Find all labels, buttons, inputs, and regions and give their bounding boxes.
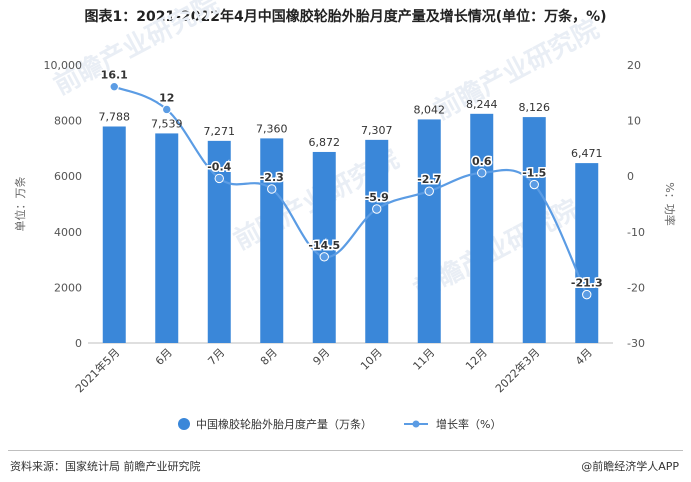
- x-tick-label: 11月: [411, 346, 438, 373]
- y-right-tick-label: 20: [627, 59, 641, 72]
- x-tick-label: 7月: [205, 346, 227, 368]
- x-tick-label: 2022年3月: [492, 345, 542, 395]
- growth-value-label: -21.3: [571, 277, 603, 290]
- watermark-text: 前瞻产业研究院: [49, 0, 224, 101]
- chart-svg: 前瞻产业研究院前瞻产业研究院前瞻产业研究院前瞻产业研究院 02000400060…: [13, 0, 677, 431]
- y-left-tick-label: 4000: [54, 226, 82, 239]
- bar: [155, 133, 179, 343]
- legend[interactable]: 中国橡胶轮胎外胎月度产量（万条） 增长率（%）: [178, 417, 501, 431]
- bar-value-label: 7,360: [256, 122, 288, 135]
- y-left-tick-label: 2000: [54, 281, 82, 294]
- source-note: 资料来源：国家统计局 前瞻产业研究院: [10, 460, 201, 473]
- bar-series: [102, 113, 599, 344]
- x-tick-label: 12月: [463, 346, 490, 373]
- growth-value-label: -0.4: [207, 160, 231, 173]
- bar: [470, 113, 494, 343]
- x-tick-label: 4月: [573, 346, 595, 368]
- line-series: [109, 81, 592, 300]
- bar: [365, 139, 389, 343]
- growth-value-label: 0.6: [472, 155, 492, 168]
- y-right-tick-label: -20: [627, 281, 645, 294]
- x-tick-label: 10月: [358, 346, 385, 373]
- bar: [575, 163, 599, 343]
- growth-line: [113, 85, 588, 296]
- bar-value-label: 8,244: [466, 98, 498, 111]
- bar: [260, 138, 284, 343]
- bar-value-label: 6,872: [309, 136, 341, 149]
- growth-point: [267, 184, 277, 194]
- y-right-tick-label: 10: [627, 115, 641, 128]
- growth-value-label: -5.9: [365, 191, 389, 204]
- x-tick-label: 6月: [153, 346, 175, 368]
- x-tick-label: 9月: [310, 346, 332, 368]
- legend-bar-label: 中国橡胶轮胎外胎月度产量（万条）: [196, 417, 372, 431]
- y-left-axis-label: 单位：万条: [13, 177, 27, 232]
- bar-value-label: 7,788: [99, 110, 131, 123]
- growth-value-label: -14.5: [308, 239, 340, 252]
- y-left-tick-label: 6000: [54, 170, 82, 183]
- growth-point: [372, 204, 382, 214]
- bar-value-label: 8,126: [519, 101, 551, 114]
- footer-divider: [8, 450, 683, 451]
- bar-value-label: 7,539: [151, 117, 183, 130]
- bar-value-label: 7,271: [204, 125, 236, 138]
- growth-point: [162, 104, 172, 115]
- growth-point: [424, 186, 434, 196]
- growth-point: [109, 81, 119, 92]
- bar-value-label: 6,471: [571, 147, 603, 160]
- credit-note: @前瞻经济学人APP: [581, 460, 679, 473]
- chart-title: 图表1：2021-2022年4月中国橡胶轮胎外胎月度产量及增长情况(单位：万条，…: [84, 9, 607, 25]
- x-tick-label: 2021年5月: [72, 345, 122, 395]
- data-labels: 7,788 7,539 7,271 7,360 6,872 7,307 8,042 8,244…: [99, 67, 605, 291]
- growth-point: [529, 179, 539, 190]
- x-tick-label: 8月: [258, 346, 280, 368]
- growth-value-label: -2.7: [417, 173, 441, 186]
- y-right-axis-label: %：功率: [663, 182, 677, 225]
- growth-value-label: 12: [159, 91, 174, 104]
- bar-value-label: 8,042: [414, 103, 446, 116]
- y-right-tick-label: -10: [627, 226, 645, 239]
- legend-bar-swatch: [178, 418, 190, 430]
- growth-point: [319, 252, 329, 262]
- growth-value-label: -1.5: [522, 167, 546, 180]
- y-right-tick-label: 0: [627, 170, 634, 183]
- growth-value-label: 16.1: [101, 69, 128, 82]
- y-left-tick-label: 8000: [54, 115, 82, 128]
- bar-value-label: 7,307: [361, 124, 393, 137]
- legend-line-label: 增长率（%）: [436, 417, 501, 431]
- watermark-text: 前瞻产业研究院: [429, 13, 604, 126]
- growth-point: [477, 168, 487, 178]
- y-right-tick-label: -30: [627, 337, 645, 350]
- growth-value-label: -2.3: [260, 171, 284, 184]
- bar: [207, 140, 231, 343]
- bar: [417, 119, 441, 343]
- growth-point: [582, 289, 592, 300]
- bar: [312, 151, 336, 343]
- y-left-tick-label: 10,000: [44, 59, 83, 72]
- y-left-tick-label: 0: [75, 337, 82, 350]
- bar: [522, 117, 546, 343]
- legend-line-marker: [412, 420, 420, 428]
- growth-point: [214, 173, 224, 184]
- bar: [102, 126, 126, 344]
